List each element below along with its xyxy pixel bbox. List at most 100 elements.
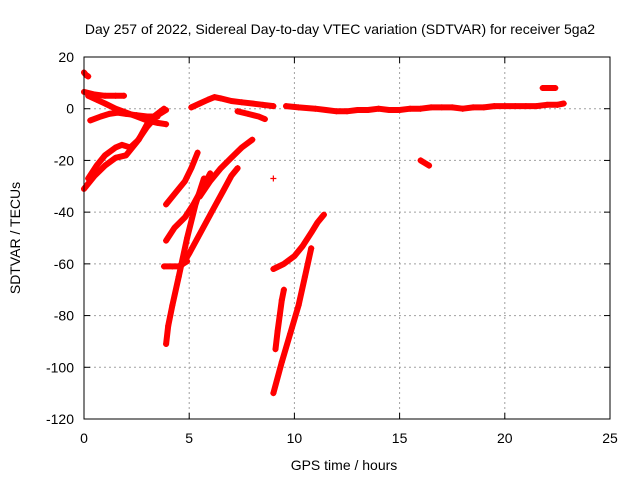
data-point bbox=[407, 105, 414, 112]
data-point bbox=[87, 117, 94, 124]
data-point bbox=[234, 165, 241, 172]
data-point bbox=[181, 214, 188, 221]
data-point bbox=[102, 92, 109, 99]
data-point bbox=[205, 96, 212, 103]
data-point bbox=[238, 99, 245, 106]
data-point bbox=[106, 110, 113, 117]
data-point bbox=[171, 191, 178, 198]
data-point bbox=[169, 302, 176, 309]
data-point bbox=[543, 101, 550, 108]
chart-title: Day 257 of 2022, Sidereal Day-to-day VTE… bbox=[85, 21, 595, 37]
data-point bbox=[97, 113, 104, 120]
data-point bbox=[320, 211, 327, 218]
data-point bbox=[179, 260, 186, 267]
data-series-arc-07 bbox=[163, 149, 201, 208]
data-point bbox=[554, 101, 561, 108]
data-point bbox=[259, 101, 266, 108]
data-point bbox=[192, 201, 199, 208]
data-point bbox=[163, 121, 170, 128]
data-point bbox=[280, 286, 287, 293]
data-point bbox=[181, 178, 188, 185]
data-series-arc-15 bbox=[270, 175, 277, 182]
data-series-arc-13 bbox=[188, 94, 277, 111]
y-tick-label: -80 bbox=[54, 308, 74, 324]
data-point bbox=[165, 322, 172, 329]
data-point bbox=[112, 92, 119, 99]
data-point bbox=[308, 245, 315, 252]
data-point bbox=[480, 104, 487, 111]
data-point bbox=[211, 203, 218, 210]
y-axis-label: SDTVAR / TECUs bbox=[7, 182, 23, 294]
data-point bbox=[120, 92, 127, 99]
data-point bbox=[421, 160, 428, 167]
data-point bbox=[278, 297, 285, 304]
data-point bbox=[417, 157, 424, 164]
data-point bbox=[112, 154, 119, 161]
data-point bbox=[123, 110, 130, 117]
data-point bbox=[438, 104, 445, 111]
data-point bbox=[278, 359, 285, 366]
x-tick-label: 25 bbox=[602, 430, 618, 446]
data-point bbox=[270, 175, 277, 182]
data-point bbox=[344, 108, 350, 115]
series-trace bbox=[196, 136, 256, 200]
y-tick-label: -20 bbox=[54, 152, 74, 168]
data-point bbox=[123, 152, 130, 159]
data-point bbox=[118, 141, 125, 148]
data-series-arc-18 bbox=[270, 245, 315, 397]
data-point bbox=[219, 188, 226, 195]
data-point bbox=[133, 112, 140, 119]
data-point bbox=[314, 219, 321, 226]
data-point bbox=[114, 109, 121, 116]
plot-frame bbox=[83, 56, 611, 420]
data-point bbox=[459, 105, 466, 112]
data-point bbox=[144, 121, 151, 128]
series-trace bbox=[234, 108, 268, 123]
data-point bbox=[522, 103, 529, 110]
data-point bbox=[449, 104, 456, 111]
data-point bbox=[470, 104, 477, 111]
x-axis-label: GPS time / hours bbox=[291, 457, 398, 473]
y-tick-label: -100 bbox=[46, 359, 74, 375]
data-point bbox=[102, 152, 109, 159]
data-point bbox=[228, 154, 235, 161]
data-point bbox=[552, 85, 559, 92]
data-point bbox=[160, 105, 167, 112]
data-point bbox=[501, 103, 508, 110]
y-tick-label: -60 bbox=[54, 256, 74, 272]
data-point bbox=[533, 103, 540, 110]
data-series-arc-01 bbox=[81, 69, 92, 80]
data-point bbox=[426, 162, 433, 169]
data-series-arc-17 bbox=[272, 286, 287, 353]
series-trace bbox=[188, 94, 277, 111]
x-tick-label: 0 bbox=[80, 430, 88, 446]
data-series-arc-11 bbox=[179, 165, 241, 267]
data-point bbox=[375, 105, 382, 112]
data-point bbox=[203, 219, 210, 226]
data-point bbox=[184, 235, 191, 241]
x-tick-label: 5 bbox=[185, 430, 193, 446]
data-point bbox=[282, 103, 289, 110]
data-point bbox=[228, 97, 235, 104]
data-series-arc-16 bbox=[270, 211, 327, 273]
data-point bbox=[396, 107, 403, 114]
data-series-arc-06 bbox=[85, 105, 167, 182]
data-point bbox=[545, 85, 552, 92]
data-point bbox=[200, 175, 207, 182]
data-point bbox=[207, 170, 214, 177]
data-point bbox=[301, 273, 308, 280]
data-point bbox=[365, 107, 372, 114]
data-point bbox=[188, 104, 195, 111]
data-point bbox=[112, 144, 119, 151]
data-point bbox=[85, 92, 92, 99]
data-point bbox=[175, 273, 182, 280]
data-point bbox=[194, 149, 201, 156]
data-point bbox=[127, 144, 134, 151]
y-tick-label: 0 bbox=[66, 101, 74, 117]
data-point bbox=[312, 105, 319, 112]
data-point bbox=[354, 107, 361, 114]
data-point bbox=[102, 162, 109, 169]
data-point bbox=[160, 263, 167, 270]
y-tick-label: -40 bbox=[54, 204, 74, 220]
data-point bbox=[322, 107, 329, 114]
